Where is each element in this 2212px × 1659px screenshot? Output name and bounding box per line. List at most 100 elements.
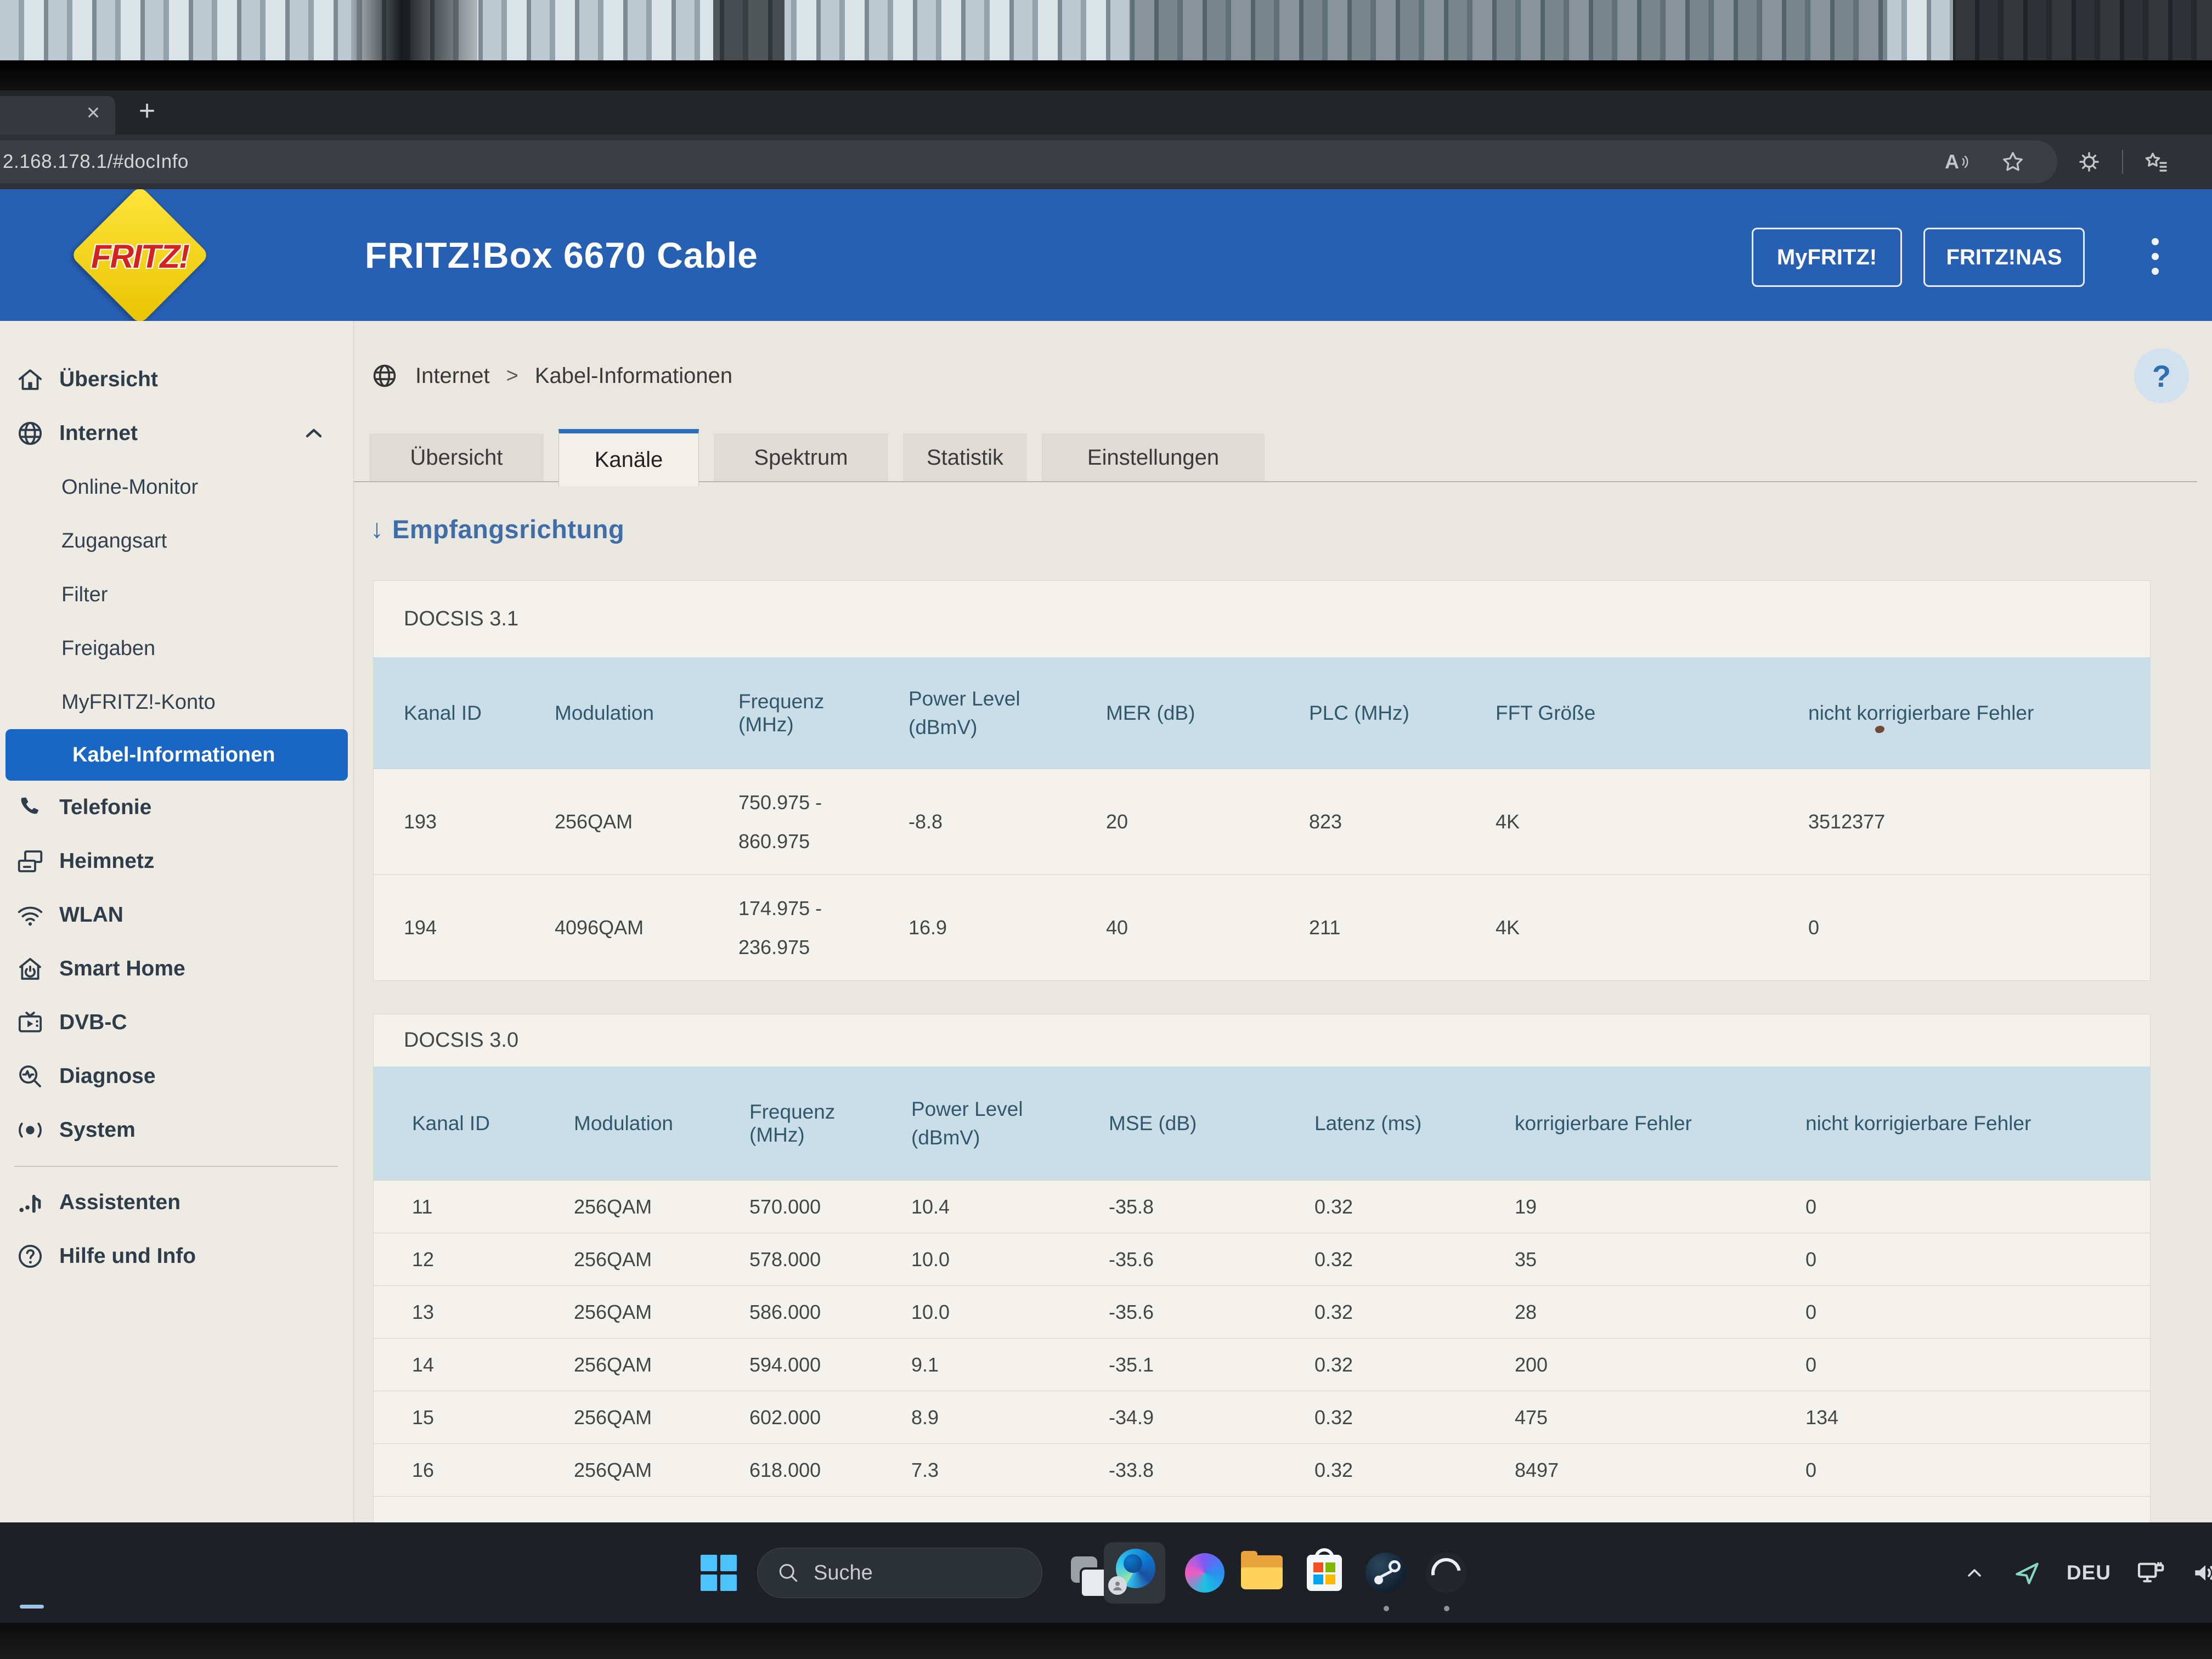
cell-err: 0 xyxy=(1805,1248,1817,1271)
monitor-bezel-top xyxy=(0,60,2212,91)
tab-uebersicht[interactable]: Übersicht xyxy=(369,433,544,482)
col-korr-fehler: korrigierbare Fehler xyxy=(1515,1111,1692,1135)
sidebar-item-diagnose[interactable]: Diagnose xyxy=(0,1049,353,1103)
cell-err: 134 xyxy=(1805,1406,1839,1429)
breadcrumb-internet[interactable]: Internet xyxy=(415,363,490,388)
browser-essentials-icon[interactable] xyxy=(2075,148,2103,176)
cell-frequenz: 174.975 - 236.975 xyxy=(738,896,822,958)
browser-tabstrip: × + xyxy=(0,91,2212,134)
sidebar-item-myfritz-konto[interactable]: MyFRITZ!-Konto xyxy=(61,690,216,714)
search-placeholder: Suche xyxy=(814,1561,873,1584)
empfangsrichtung-heading[interactable]: ↓ Empfangsrichtung xyxy=(370,515,625,544)
tab-statistik[interactable]: Statistik xyxy=(903,433,1027,482)
cell-power: 9.1 xyxy=(911,1353,939,1376)
app-button[interactable] xyxy=(1420,1547,1472,1599)
taskbar-search[interactable]: Suche xyxy=(757,1548,1042,1598)
docsis30-header-row: Kanal ID Modulation Frequenz (MHz) Power… xyxy=(374,1066,2150,1180)
sidebar-item-smart-home[interactable]: Smart Home xyxy=(0,942,353,996)
cell-latenz: 0.32 xyxy=(1314,1248,1353,1271)
cell-mse: -35.8 xyxy=(1109,1195,1154,1218)
volume-tray-icon[interactable] xyxy=(2190,1558,2212,1588)
col-nicht-korr-fehler: nicht korrigierbare Fehler xyxy=(1808,701,2034,724)
address-bar[interactable]: 2.168.178.1/#docInfo A xyxy=(0,140,2057,183)
favorite-star-icon[interactable] xyxy=(1999,148,2027,176)
col-kanal-id: Kanal ID xyxy=(412,1111,490,1135)
tab-spektrum[interactable]: Spektrum xyxy=(714,433,888,482)
breadcrumb-kabel-informationen: Kabel-Informationen xyxy=(534,363,733,388)
sidebar-item-filter[interactable]: Filter xyxy=(61,583,108,606)
cell-mer: 40 xyxy=(1106,916,1128,939)
sidebar-item-heimnetz[interactable]: Heimnetz xyxy=(0,834,353,888)
sidebar-item-telefonie[interactable]: Telefonie xyxy=(0,781,353,834)
windows-taskbar: Suche xyxy=(0,1522,2212,1623)
sidebar-item-online-monitor[interactable]: Online-Monitor xyxy=(61,475,199,499)
menu-kebab-icon[interactable] xyxy=(2149,229,2160,284)
fritz-logo[interactable]: FRITZ! xyxy=(66,189,214,325)
sidebar-item-assistenten[interactable]: Assistenten xyxy=(0,1176,353,1229)
cell-frequenz: 618.000 xyxy=(749,1458,821,1481)
docsis31-header-row: Kanal ID Modulation Frequenz (MHz) Power… xyxy=(374,657,2150,769)
browser-tab[interactable] xyxy=(0,96,115,134)
curtain-fold xyxy=(1953,0,2212,60)
steam-button[interactable] xyxy=(1359,1547,1412,1599)
docsis31-panel: DOCSIS 3.1 Kanal ID Modulation Frequenz … xyxy=(373,580,2151,981)
tab-kanaele[interactable]: Kanäle xyxy=(558,429,699,486)
url-text[interactable]: 2.168.178.1/#docInfo xyxy=(3,151,189,172)
col-frequenz: Frequenz (MHz) xyxy=(738,690,825,736)
table-row: 14 256QAM 594.000 9.1 -35.1 0.32 200 0 xyxy=(374,1338,2150,1391)
read-aloud-icon[interactable]: A xyxy=(1944,148,1972,176)
col-mse: MSE (dB) xyxy=(1109,1111,1197,1135)
sidebar-item-internet[interactable]: Internet xyxy=(0,407,353,460)
monitor-bezel-bottom: msi xyxy=(0,1623,2212,1659)
curtain-fold xyxy=(713,0,785,60)
copilot-button[interactable] xyxy=(1178,1547,1231,1599)
sidebar-item-kabel-informationen[interactable]: Kabel-Informationen xyxy=(5,729,348,781)
sidebar-item-dvb-c[interactable]: DVB-C xyxy=(0,996,353,1049)
task-view-icon xyxy=(1063,1551,1110,1598)
cell-latenz: 0.32 xyxy=(1314,1458,1353,1481)
file-explorer-button[interactable] xyxy=(1235,1547,1288,1599)
sidebar-item-system[interactable]: System xyxy=(0,1103,353,1157)
breadcrumb-separator: > xyxy=(506,364,518,387)
tab-einstellungen[interactable]: Einstellungen xyxy=(1042,433,1265,482)
tab-bar: Übersicht Kanäle Spektrum Statistik Eins… xyxy=(369,429,1265,486)
col-kanal-id: Kanal ID xyxy=(404,701,482,724)
diagnose-icon xyxy=(19,1065,41,1087)
tray-chevron-up-icon[interactable] xyxy=(1961,1560,1988,1586)
wifi-icon xyxy=(18,906,43,926)
steam-icon xyxy=(1365,1553,1406,1593)
tab-close-button[interactable]: × xyxy=(86,99,100,125)
curtain-background xyxy=(0,0,2212,60)
docsis31-title: DOCSIS 3.1 xyxy=(404,607,519,630)
help-button[interactable]: ? xyxy=(2134,348,2189,403)
cell-err: 3512377 xyxy=(1808,810,1886,833)
sidebar-item-zugangsart[interactable]: Zugangsart xyxy=(61,529,167,552)
sidebar-item-hilfe-und-info[interactable]: Hilfe und Info xyxy=(0,1229,353,1283)
network-tray-icon[interactable] xyxy=(2135,1558,2166,1588)
start-button[interactable] xyxy=(692,1547,745,1599)
sidebar-item-freigaben[interactable]: Freigaben xyxy=(61,636,156,660)
globe-icon xyxy=(18,421,42,445)
microsoft-store-button[interactable] xyxy=(1298,1547,1351,1599)
sidebar-item-uebersicht[interactable]: Übersicht xyxy=(0,353,353,407)
table-row: 16 256QAM 618.000 7.3 -33.8 0.32 8497 0 xyxy=(374,1443,2150,1496)
cell-plc: 823 xyxy=(1309,810,1342,833)
docsis30-title: DOCSIS 3.0 xyxy=(404,1029,519,1052)
cell-modulation: 256QAM xyxy=(574,1300,652,1323)
new-tab-button[interactable]: + xyxy=(138,95,156,127)
smart-home-icon xyxy=(19,958,41,980)
table-row-partial xyxy=(374,1496,2150,1522)
sidebar-item-wlan[interactable]: WLAN xyxy=(0,888,353,942)
myfritz-button[interactable]: MyFRITZ! xyxy=(1752,228,1902,287)
tab-underline xyxy=(354,481,2197,482)
edge-browser-button[interactable] xyxy=(1104,1542,1165,1604)
cell-frequenz: 570.000 xyxy=(749,1195,821,1218)
edge-active-indicator xyxy=(20,1605,44,1609)
tray-location-arrow-icon[interactable] xyxy=(2012,1558,2042,1588)
down-arrow-icon: ↓ xyxy=(370,515,383,544)
col-latenz: Latenz (ms) xyxy=(1314,1111,1422,1135)
collections-icon[interactable] xyxy=(2142,148,2170,176)
cell-kanal-id: 193 xyxy=(404,810,437,833)
language-indicator[interactable]: DEU xyxy=(2066,1561,2111,1584)
fritznas-button[interactable]: FRITZ!NAS xyxy=(1923,228,2085,287)
